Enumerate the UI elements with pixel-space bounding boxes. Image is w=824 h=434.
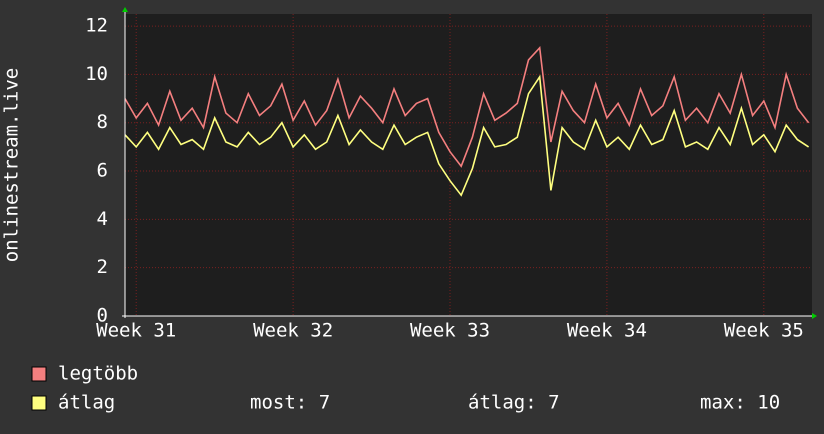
x-tick-label: Week 34 xyxy=(567,320,647,342)
legend-swatch xyxy=(31,366,47,382)
stat-value: 7 xyxy=(548,392,559,414)
y-tick-label: 0 xyxy=(97,305,108,327)
stat-label: most: xyxy=(250,392,307,414)
y-tick-label: 2 xyxy=(97,256,108,278)
y-tick-label: 12 xyxy=(85,15,108,37)
stat-label: átlag: xyxy=(468,392,537,414)
series-line xyxy=(124,45,810,168)
legend-label: legtöbb xyxy=(58,363,138,385)
y-tick-label: 4 xyxy=(97,208,108,230)
x-tick-label: Week 31 xyxy=(96,320,176,342)
legend: legtöbb átlag most: 7 átlag: 7 max: 10 xyxy=(31,363,780,414)
stat-label: max: xyxy=(700,392,746,414)
y-tick-label: 10 xyxy=(85,63,108,85)
plot-area xyxy=(125,14,812,316)
stat-value: 10 xyxy=(757,392,780,414)
y-arrow xyxy=(122,7,128,12)
x-arrow xyxy=(812,313,817,319)
x-tick-label: Week 35 xyxy=(724,320,804,342)
y-tick-label: 8 xyxy=(97,111,108,133)
x-tick-label: Week 32 xyxy=(253,320,333,342)
legend-label: átlag xyxy=(58,392,115,414)
series-line xyxy=(124,74,810,197)
lines xyxy=(124,45,810,197)
y-axis-label: onlinestream.live xyxy=(1,68,23,262)
stat-value: 7 xyxy=(319,392,330,414)
y-tick-label: 6 xyxy=(97,160,108,182)
legend-swatch xyxy=(31,395,47,411)
x-tick-label: Week 33 xyxy=(410,320,490,342)
